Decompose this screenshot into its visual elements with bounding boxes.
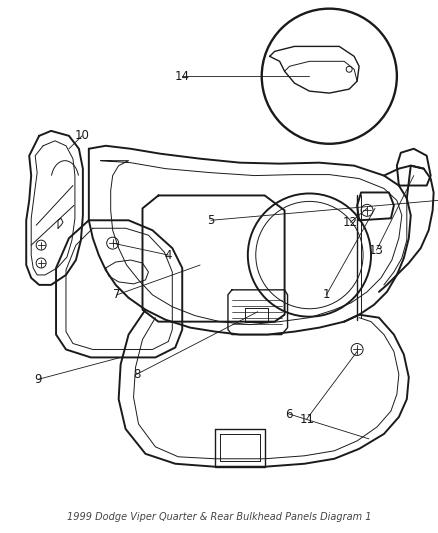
Text: 14: 14	[174, 70, 190, 83]
Text: 6: 6	[285, 408, 293, 421]
Text: 5: 5	[207, 214, 214, 227]
Text: 11: 11	[299, 413, 314, 425]
Text: 9: 9	[35, 373, 42, 386]
Text: 4: 4	[164, 248, 172, 262]
Text: 7: 7	[113, 288, 120, 301]
Text: 1999 Dodge Viper Quarter & Rear Bulkhead Panels Diagram 1: 1999 Dodge Viper Quarter & Rear Bulkhead…	[67, 512, 371, 522]
Text: 12: 12	[342, 216, 357, 229]
Text: 1: 1	[322, 288, 329, 301]
Text: 8: 8	[133, 368, 140, 381]
Text: 13: 13	[368, 244, 383, 256]
Text: 10: 10	[74, 130, 89, 142]
